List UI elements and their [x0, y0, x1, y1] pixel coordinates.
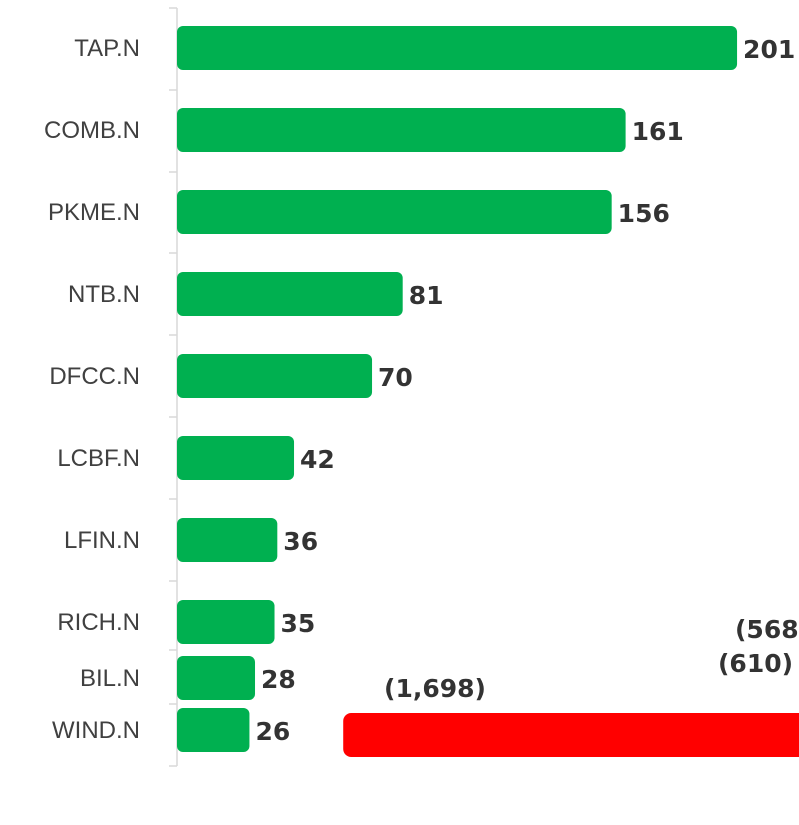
- bar: [177, 190, 612, 234]
- category-label: COMB.N: [44, 117, 140, 144]
- category-label: NTB.N: [68, 281, 140, 308]
- value-label: 35: [281, 609, 316, 638]
- bar: [177, 600, 275, 644]
- bar: [177, 656, 256, 700]
- value-label: 26: [255, 717, 290, 746]
- value-label: 28: [261, 665, 296, 694]
- bar: [177, 354, 373, 398]
- category-label: RICH.N: [57, 609, 140, 636]
- bar: [177, 108, 626, 152]
- value-label: 156: [618, 199, 670, 228]
- value-label: (610): [718, 649, 793, 678]
- category-label: BIL.N: [80, 665, 140, 692]
- category-label: LFIN.N: [64, 527, 140, 554]
- bar: [343, 713, 799, 757]
- category-label: DFCC.N: [49, 363, 140, 390]
- value-label: 42: [300, 445, 335, 474]
- category-label: PKME.N: [48, 199, 140, 226]
- category-label: LCBF.N: [57, 445, 140, 472]
- value-label: 70: [378, 363, 413, 392]
- bar: [177, 518, 278, 562]
- bar: [177, 272, 403, 316]
- bar: [177, 436, 295, 480]
- category-label: TAP.N: [74, 35, 140, 62]
- value-label: (568: [735, 615, 799, 644]
- value-label: 36: [283, 527, 318, 556]
- value-label: (1,698): [384, 674, 486, 703]
- value-label: 81: [409, 281, 444, 310]
- value-label: 161: [632, 117, 684, 146]
- category-label: WIND.N: [52, 717, 140, 744]
- bar: [177, 708, 250, 752]
- value-label: 201: [743, 35, 795, 64]
- bar: [177, 26, 738, 70]
